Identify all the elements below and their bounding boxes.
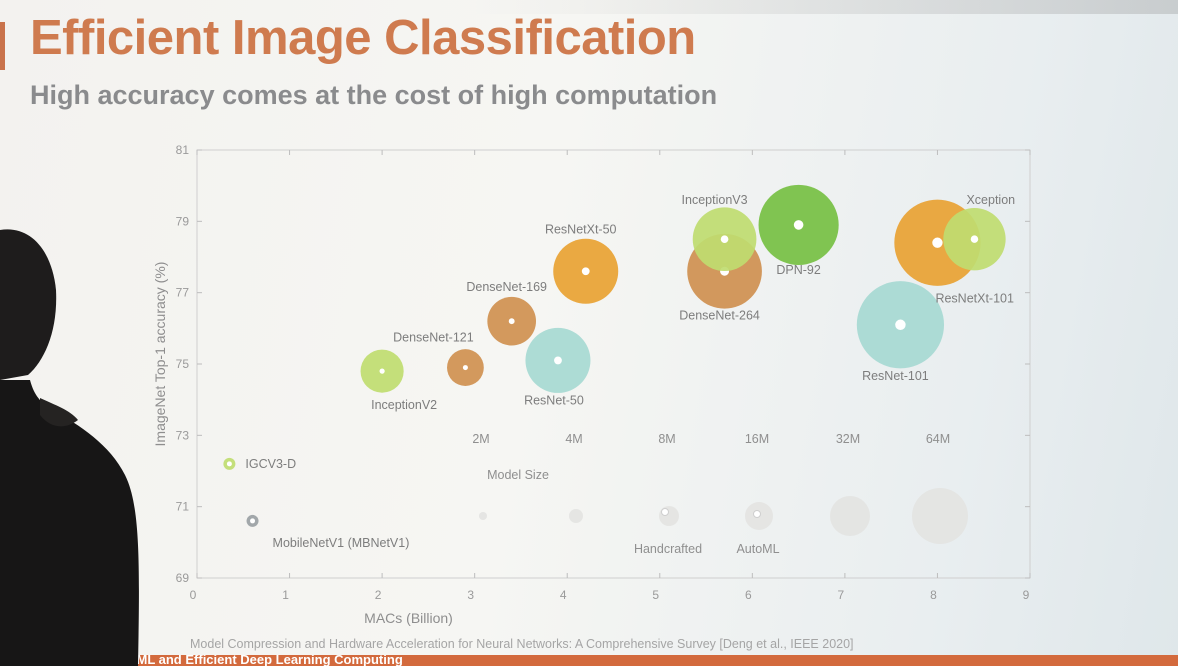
size-legend-bubble xyxy=(912,488,968,544)
label-mobilenetv1-mbnetv1: MobileNetV1 (MBNetV1) xyxy=(273,536,410,550)
y-tick-label: 81 xyxy=(176,143,190,157)
y-tick-label: 73 xyxy=(176,428,190,442)
slide-subtitle: High accuracy comes at the cost of high … xyxy=(30,80,718,110)
handcrafted-marker xyxy=(661,508,669,516)
label-xception: Xception xyxy=(966,193,1015,207)
x-tick-label: 0 xyxy=(190,588,197,602)
x-tick-label: 7 xyxy=(838,588,845,602)
x-axis-label: MACs (Billion) xyxy=(364,610,453,626)
x-tick-label: 5 xyxy=(652,588,659,602)
size-legend-label: 16M xyxy=(745,432,769,446)
size-legend-label: 8M xyxy=(658,432,675,446)
size-legend-bubble xyxy=(659,506,679,526)
citation-text: Model Compression and Hardware Accelerat… xyxy=(190,637,854,651)
bubble-center-densenet-121 xyxy=(462,365,468,371)
size-legend-bubble xyxy=(479,512,487,520)
label-resnet-101: ResNet-101 xyxy=(862,369,929,383)
bubble-center-inceptionv2 xyxy=(379,368,385,374)
x-tick-label: 2 xyxy=(375,588,382,602)
bubble-center-mobilenetv1-mbnetv1 xyxy=(250,518,256,524)
label-inceptionv2: InceptionV2 xyxy=(371,398,437,412)
y-axis-label: ImageNet Top-1 accuracy (%) xyxy=(152,262,168,447)
size-legend-label: 2M xyxy=(472,432,489,446)
bubble-center-resnet-50 xyxy=(554,356,562,365)
type-legend-handcrafted: Handcrafted xyxy=(634,542,702,556)
size-legend-bubble xyxy=(830,496,870,536)
label-inceptionv3: InceptionV3 xyxy=(682,193,748,207)
y-tick-label: 71 xyxy=(176,500,190,514)
slide-top-edge xyxy=(0,0,1178,14)
label-resnetxt-50: ResNetXt-50 xyxy=(545,222,617,236)
automl-marker xyxy=(753,510,761,518)
label-igcv3-d: IGCV3-D xyxy=(245,457,296,471)
size-legend-label: 64M xyxy=(926,432,950,446)
size-legend-title: Model Size xyxy=(487,468,549,482)
x-tick-label: 4 xyxy=(560,588,567,602)
bubble-center-densenet-169 xyxy=(508,318,515,325)
label-densenet-169: DenseNet-169 xyxy=(466,280,547,294)
label-densenet-264: DenseNet-264 xyxy=(679,308,760,322)
label-dpn-92: DPN-92 xyxy=(776,263,821,277)
bubble-center-resnet-101 xyxy=(895,319,906,330)
label-resnetxt-101: ResNetXt-101 xyxy=(935,292,1014,306)
size-legend-bubble xyxy=(569,509,583,523)
size-legend-label: 32M xyxy=(836,432,860,446)
label-resnet-50: ResNet-50 xyxy=(524,393,584,407)
size-legend-label: 4M xyxy=(565,432,582,446)
slide-title: Efficient Image Classification xyxy=(30,11,696,65)
type-legend-automl: AutoML xyxy=(736,542,779,556)
y-tick-label: 79 xyxy=(176,214,190,228)
y-tick-label: 69 xyxy=(176,571,190,585)
label-densenet-121: DenseNet-121 xyxy=(393,331,474,345)
bubble-center-dpn-92 xyxy=(793,220,804,230)
title-accent-bar xyxy=(0,22,5,70)
x-tick-label: 8 xyxy=(930,588,937,602)
footer-text: TinyML and Efficient Deep Learning Compu… xyxy=(110,655,403,666)
bubble-center-resnetxt-50 xyxy=(581,267,590,276)
bubble-center-inceptionv3 xyxy=(720,235,729,243)
footer-bar: TinyML and Efficient Deep Learning Compu… xyxy=(0,655,1178,666)
x-tick-label: 6 xyxy=(745,588,752,602)
y-tick-label: 77 xyxy=(176,286,190,300)
bubble-center-xception xyxy=(970,235,979,243)
bubble-center-igcv3-d xyxy=(226,461,232,467)
x-tick-label: 1 xyxy=(282,588,289,602)
x-tick-label: 9 xyxy=(1023,588,1030,602)
y-tick-label: 75 xyxy=(176,357,190,371)
x-tick-label: 3 xyxy=(467,588,474,602)
bubble-center-resnetxt-101 xyxy=(932,237,943,248)
